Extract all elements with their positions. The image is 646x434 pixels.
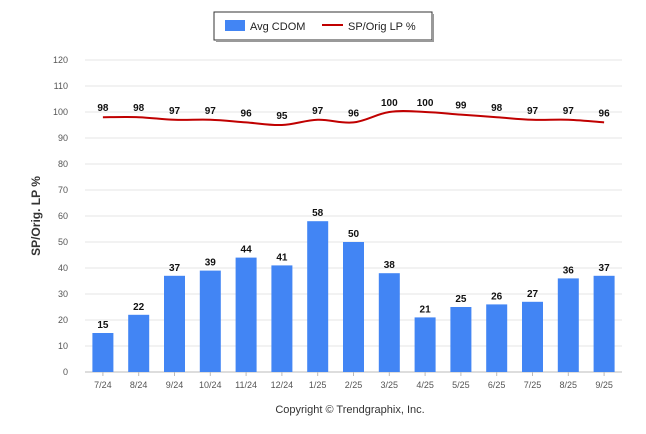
bar-series [92,221,615,372]
bar [486,304,508,372]
x-tick-label: 2/25 [345,380,363,390]
bar-data-label: 27 [527,289,539,300]
x-axis-ticks: 7/24 8/24 9/24 10/24 11/24 12/24 1/25 2/25 3/25 4… [94,372,613,390]
x-tick-label: 1/25 [309,380,327,390]
line-data-label: 95 [276,111,288,122]
bar-data-labels: 15 22 37 39 44 41 58 50 38 21 25 26 27 36 37 [97,208,610,331]
x-tick-label: 9/24 [166,380,184,390]
x-tick-label: 3/25 [381,380,399,390]
bar-data-label: 39 [205,258,217,269]
x-tick-label: 8/24 [130,380,148,390]
line-data-labels: 98 98 97 97 96 95 97 96 100 100 99 98 97 97 96 [97,98,610,122]
line-data-label: 98 [491,103,503,114]
x-tick-label: 8/25 [560,380,578,390]
bar [522,301,543,372]
y-tick-label: 10 [58,341,68,351]
legend-shadow [432,14,434,42]
y-tick-label: 110 [54,81,68,91]
y-tick-label: 90 [58,133,68,143]
line-data-label: 98 [133,103,145,114]
bar-data-label: 37 [599,263,611,274]
line-series [102,110,605,127]
bar [450,307,472,372]
line-data-label: 97 [205,106,217,117]
x-tick-label: 5/25 [452,380,470,390]
bar-data-label: 26 [491,291,503,302]
line-data-label: 96 [348,108,360,119]
bar [557,278,579,372]
bar [128,314,150,372]
bar-data-label: 38 [384,260,396,271]
line-data-label: 97 [312,106,324,117]
bar-data-label: 44 [241,245,253,256]
x-tick-label: 9/25 [595,380,613,390]
y-tick-label: 40 [58,263,68,273]
bar [235,257,257,372]
y-tick-label: 60 [58,211,68,221]
legend-shadow-bottom [216,40,434,42]
bar-data-label: 25 [455,294,467,305]
x-tick-label: 6/25 [488,380,506,390]
line-data-label: 97 [563,106,575,117]
x-tick-label: 7/24 [94,380,112,390]
y-tick-label: 0 [63,367,68,377]
bar [164,275,185,372]
legend-label-sp-orig-lp: SP/Orig LP % [348,21,416,33]
line-data-label: 96 [241,108,253,119]
legend-swatch-avg-cdom [225,20,245,31]
y-tick-label: 100 [53,107,68,117]
bar-data-label: 50 [348,229,360,240]
line-data-label: 100 [417,98,434,109]
x-tick-label: 11/24 [235,380,257,390]
copyright-credit: Copyright © Trendgraphix, Inc. [275,404,424,416]
bar [307,221,329,372]
line-data-label: 98 [97,103,109,114]
bar-data-label: 36 [563,265,575,276]
y-axis-ticks: 0 10 20 30 40 50 60 70 80 90 100 110 120 [53,55,68,377]
legend: Avg CDOM SP/Orig LP % [213,11,434,42]
y-tick-label: 20 [58,315,68,325]
bar-data-label: 37 [169,263,181,274]
x-tick-label: 4/25 [416,380,434,390]
bar-data-label: 22 [133,302,145,313]
x-tick-label: 10/24 [199,380,222,390]
legend-label-avg-cdom: Avg CDOM [250,21,305,33]
bar-data-label: 21 [420,304,432,315]
bar-data-label: 58 [312,208,324,219]
bar-data-label: 15 [97,320,109,331]
y-tick-label: 50 [58,237,68,247]
line-data-label: 100 [381,98,398,109]
bar [343,242,364,372]
line-data-label: 97 [169,106,181,117]
bar [414,317,436,372]
bar [271,265,293,372]
line-data-label: 97 [527,106,539,117]
y-tick-label: 30 [58,289,68,299]
y-tick-label: 120 [53,55,68,65]
bar [92,333,114,372]
bar [378,273,400,372]
line-data-label: 99 [455,101,467,112]
line-data-label: 96 [599,108,611,119]
y-tick-label: 70 [58,185,68,195]
sp-orig-lp-line [102,110,605,127]
y-axis-label: SP/Orig. LP % [29,176,43,256]
bar [199,270,221,372]
x-tick-label: 12/24 [271,380,294,390]
bar-data-label: 41 [276,252,288,263]
bar [593,275,615,372]
y-tick-label: 80 [58,159,68,169]
x-tick-label: 7/25 [524,380,542,390]
